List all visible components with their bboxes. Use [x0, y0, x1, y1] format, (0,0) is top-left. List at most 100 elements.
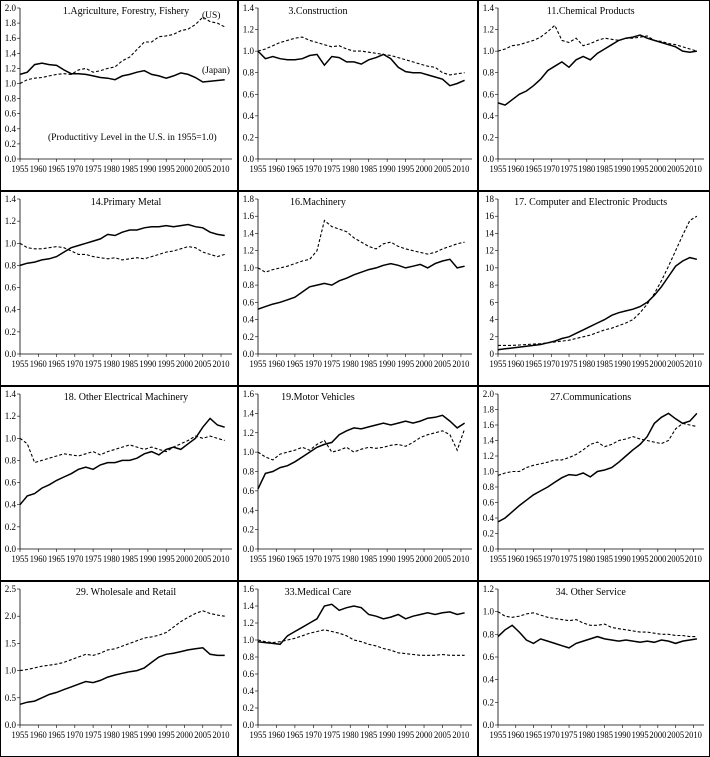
y-tick-label: 1.2	[243, 428, 254, 438]
x-tick-label: 2010	[685, 359, 702, 369]
x-tick-label: 1985	[121, 164, 138, 174]
y-tick-label: 0.8	[243, 280, 255, 290]
y-tick-label: 1.0	[5, 238, 17, 248]
y-tick-label: 0.0	[483, 154, 495, 164]
x-tick-label: 1990	[379, 730, 396, 740]
y-tick-label: 0.6	[5, 109, 17, 119]
x-tick-label: 1980	[103, 164, 120, 174]
x-tick-label: 1970	[66, 554, 83, 564]
chart-title: 11.Chemical Products	[547, 6, 635, 17]
x-tick-label: 1995	[632, 164, 649, 174]
panel-border	[0, 191, 238, 386]
y-tick-label: 0.2	[243, 525, 254, 535]
panel-12: 0.0 0.2 0.4 0.6 0.8 1.0 1.2 1955 1960 1965 1970 197…	[478, 581, 710, 757]
x-tick-label: 2010	[685, 730, 702, 740]
x-tick-label: 1980	[103, 730, 120, 740]
x-tick-label: 1955	[12, 554, 29, 564]
y-tick-label: 0.8	[5, 260, 17, 270]
x-tick-label: 2010	[452, 730, 469, 740]
x-tick-label: 2000	[416, 359, 433, 369]
x-tick-label: 1980	[342, 554, 359, 564]
annotation-2: (Japan)	[202, 65, 230, 76]
y-tick-label: 1.2	[5, 216, 16, 226]
x-tick-label: 1970	[305, 164, 322, 174]
y-tick-label: 1.6	[483, 420, 495, 430]
x-tick-label: 1985	[121, 730, 138, 740]
x-tick-label: 1990	[379, 554, 396, 564]
y-tick-label: 1.4	[5, 194, 17, 204]
x-tick-label: 2005	[434, 164, 451, 174]
x-tick-label: 1955	[490, 359, 507, 369]
y-tick-label: 1.2	[243, 25, 254, 35]
chart-title: 17. Computer and Electronic Products	[514, 197, 667, 208]
y-tick-label: 0.6	[243, 486, 255, 496]
x-tick-label: 2005	[667, 554, 684, 564]
x-tick-label: 1990	[139, 554, 156, 564]
y-tick-label: 0.2	[243, 332, 254, 342]
x-tick-label: 2005	[434, 554, 451, 564]
y-tick-label: 0.4	[243, 111, 255, 121]
x-tick-label: 1970	[66, 359, 83, 369]
y-tick-label: 0.0	[483, 544, 495, 554]
x-tick-label: 1995	[158, 359, 175, 369]
y-tick-label: 0.8	[483, 68, 495, 78]
x-tick-label: 1975	[85, 730, 102, 740]
panel-2: 0.0 0.2 0.4 0.6 0.8 1.0 1.2 1.4 1955 1960 1965 1970…	[238, 0, 478, 191]
y-tick-label: 1.2	[483, 25, 494, 35]
series-line-us	[19, 435, 225, 464]
x-tick-label: 1970	[66, 164, 83, 174]
panel-3: 0.0 0.2 0.4 0.6 0.8 1.0 1.2 1.4 1955 1960 1965 1970…	[478, 0, 710, 191]
y-tick-label: 2.5	[5, 584, 17, 594]
x-tick-label: 1995	[397, 359, 414, 369]
x-tick-label: 1975	[323, 554, 340, 564]
series-line-us	[257, 428, 466, 461]
x-tick-label: 2005	[434, 359, 451, 369]
panel-border	[0, 386, 238, 581]
x-tick-label: 1955	[12, 359, 29, 369]
y-tick-label: 0.0	[5, 720, 17, 730]
x-tick-label: 1955	[490, 730, 507, 740]
y-tick-label: 0.0	[5, 154, 17, 164]
x-tick-label: 1965	[525, 359, 542, 369]
chart-title: 3.Construction	[288, 6, 347, 17]
chart-title: 1.Agriculture, Forestry, Fishery	[63, 6, 189, 17]
series-line-japan	[497, 256, 698, 351]
x-tick-label: 1980	[578, 730, 595, 740]
y-tick-label: 0.6	[483, 498, 495, 508]
x-tick-label: 1995	[158, 554, 175, 564]
y-tick-label: 8	[490, 280, 495, 290]
y-tick-label: 0	[490, 349, 495, 359]
x-tick-label: 1970	[305, 554, 322, 564]
x-tick-label: 1980	[578, 164, 595, 174]
series-line-us	[497, 24, 698, 52]
x-tick-label: 2010	[213, 164, 230, 174]
x-tick-label: 1975	[323, 359, 340, 369]
x-tick-label: 2000	[176, 164, 193, 174]
x-tick-label: 1985	[360, 164, 377, 174]
x-tick-label: 2005	[667, 164, 684, 174]
y-tick-label: 0.0	[243, 720, 255, 730]
x-tick-label: 1970	[305, 359, 322, 369]
series-line-us	[19, 610, 225, 672]
series-line-us	[257, 219, 465, 273]
x-tick-label: 1955	[12, 730, 29, 740]
panel-border	[478, 0, 710, 191]
x-tick-label: 1970	[305, 730, 322, 740]
y-tick-label: 0.6	[243, 297, 255, 307]
y-tick-label: 1.2	[243, 246, 254, 256]
y-tick-label: 1.2	[483, 584, 494, 594]
x-tick-label: 1990	[379, 164, 396, 174]
x-tick-label: 1955	[12, 164, 29, 174]
y-tick-label: 2.0	[483, 389, 495, 399]
x-tick-label: 1960	[507, 730, 524, 740]
annotation-3: (Productitivy Level in the U.S. in 1955=…	[48, 132, 217, 143]
chart-title: 29. Wholesale and Retail	[76, 587, 177, 598]
chart-title: 19.Motor Vehicles	[281, 392, 355, 403]
y-tick-label: 1.6	[5, 33, 17, 43]
x-tick-label: 2005	[434, 730, 451, 740]
panel-border	[238, 191, 478, 386]
y-tick-label: 0.4	[5, 500, 17, 510]
series-line-japan	[497, 624, 698, 649]
series-line-us	[497, 611, 697, 638]
series-line-japan	[257, 603, 465, 646]
